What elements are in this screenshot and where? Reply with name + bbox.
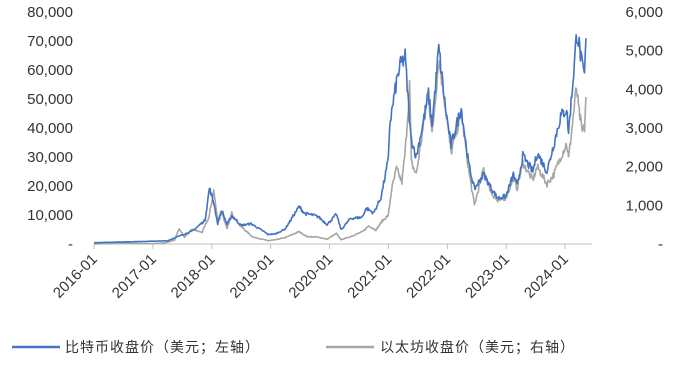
x-tick-label: 2022-01 [403, 251, 454, 302]
x-axis-ticks: 2016-01 2017-01 2018-01 2019-01 2020-01 2021-… [50, 244, 572, 302]
right-tick-label: 4,000 [625, 81, 663, 98]
left-tick-label: 60,000 [27, 62, 73, 79]
series-line-bitcoin [93, 33, 587, 244]
x-tick-label: 2021-01 [344, 251, 395, 302]
series-line-ethereum [93, 60, 587, 245]
left-tick-label: 70,000 [27, 33, 73, 50]
left-tick-label: 80,000 [27, 4, 73, 21]
x-tick-label: 2016-01 [50, 251, 101, 302]
left-tick-label: 40,000 [27, 120, 73, 137]
legend-label: 比特币收盘价（美元；左轴） [65, 339, 260, 356]
right-tick-label: 1,000 [625, 197, 663, 214]
x-tick-label: 2017-01 [109, 251, 160, 302]
right-tick-label: 2,000 [625, 159, 663, 176]
x-tick-label: 2020-01 [285, 251, 336, 302]
series-layer [93, 33, 587, 245]
left-axis-ticks: - 10,000 20,000 30,000 40,000 50,000 60,000 70,… [27, 4, 73, 253]
left-tick-label: 50,000 [27, 91, 73, 108]
x-tick-label: 2024-01 [521, 251, 572, 302]
right-axis-ticks: - 1,000 2,000 3,000 4,000 5,000 6,000 [625, 4, 663, 253]
right-tick-label: - [658, 236, 663, 253]
legend: 比特币收盘价（美元；左轴） 以太坊收盘价（美元；右轴） [12, 339, 575, 356]
right-tick-label: 3,000 [625, 120, 663, 137]
left-tick-label: 10,000 [27, 207, 73, 224]
left-tick-label: - [68, 236, 73, 253]
right-tick-label: 6,000 [625, 4, 663, 21]
left-tick-label: 20,000 [27, 178, 73, 195]
legend-label: 以太坊收盘价（美元；右轴） [380, 339, 575, 356]
x-tick-label: 2018-01 [168, 251, 219, 302]
x-tick-label: 2023-01 [462, 251, 513, 302]
x-tick-label: 2019-01 [227, 251, 278, 302]
right-tick-label: 5,000 [625, 43, 663, 60]
left-tick-label: 30,000 [27, 149, 73, 166]
